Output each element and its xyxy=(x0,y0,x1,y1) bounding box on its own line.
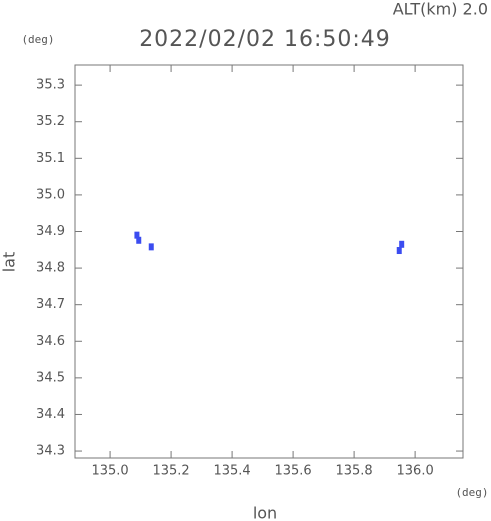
radar-echo xyxy=(399,240,405,248)
radar-echo xyxy=(136,236,142,244)
y-tick-label: 34.3 xyxy=(36,444,65,459)
y-tick-label: 34.8 xyxy=(36,261,65,276)
y-tick-label: 35.2 xyxy=(36,114,65,129)
y-tick-label: 35.3 xyxy=(36,78,65,93)
y-tick-label: 34.7 xyxy=(36,297,65,312)
y-tick-label: 35.0 xyxy=(36,187,65,202)
chart-title: 2022/02/02 16:50:49 xyxy=(139,27,391,52)
y-tick-label: 34.5 xyxy=(36,370,65,385)
y-tick-label: 34.6 xyxy=(36,334,65,349)
x-tick-label: 135.6 xyxy=(274,464,311,479)
altitude-label: ALT(km) 2.0 xyxy=(393,0,488,19)
x-tick-label: 135.8 xyxy=(335,464,372,479)
x-tick-label: 135.4 xyxy=(213,464,250,479)
radar-echo xyxy=(148,243,154,251)
y-axis-label: lat xyxy=(0,252,19,273)
radar-echo xyxy=(134,231,140,239)
y-unit: (deg) xyxy=(21,33,54,46)
x-unit: (deg) xyxy=(455,486,488,499)
x-tick-label: 135.2 xyxy=(152,464,189,479)
radar-echo xyxy=(396,247,402,255)
y-tick-label: 35.1 xyxy=(36,151,65,166)
y-tick-label: 34.4 xyxy=(36,407,65,422)
x-tick-label: 136.0 xyxy=(397,464,434,479)
x-tick-label: 135.0 xyxy=(91,464,128,479)
plot-frame xyxy=(74,64,464,459)
x-axis-label: lon xyxy=(253,504,277,521)
y-tick-label: 34.9 xyxy=(36,224,65,239)
